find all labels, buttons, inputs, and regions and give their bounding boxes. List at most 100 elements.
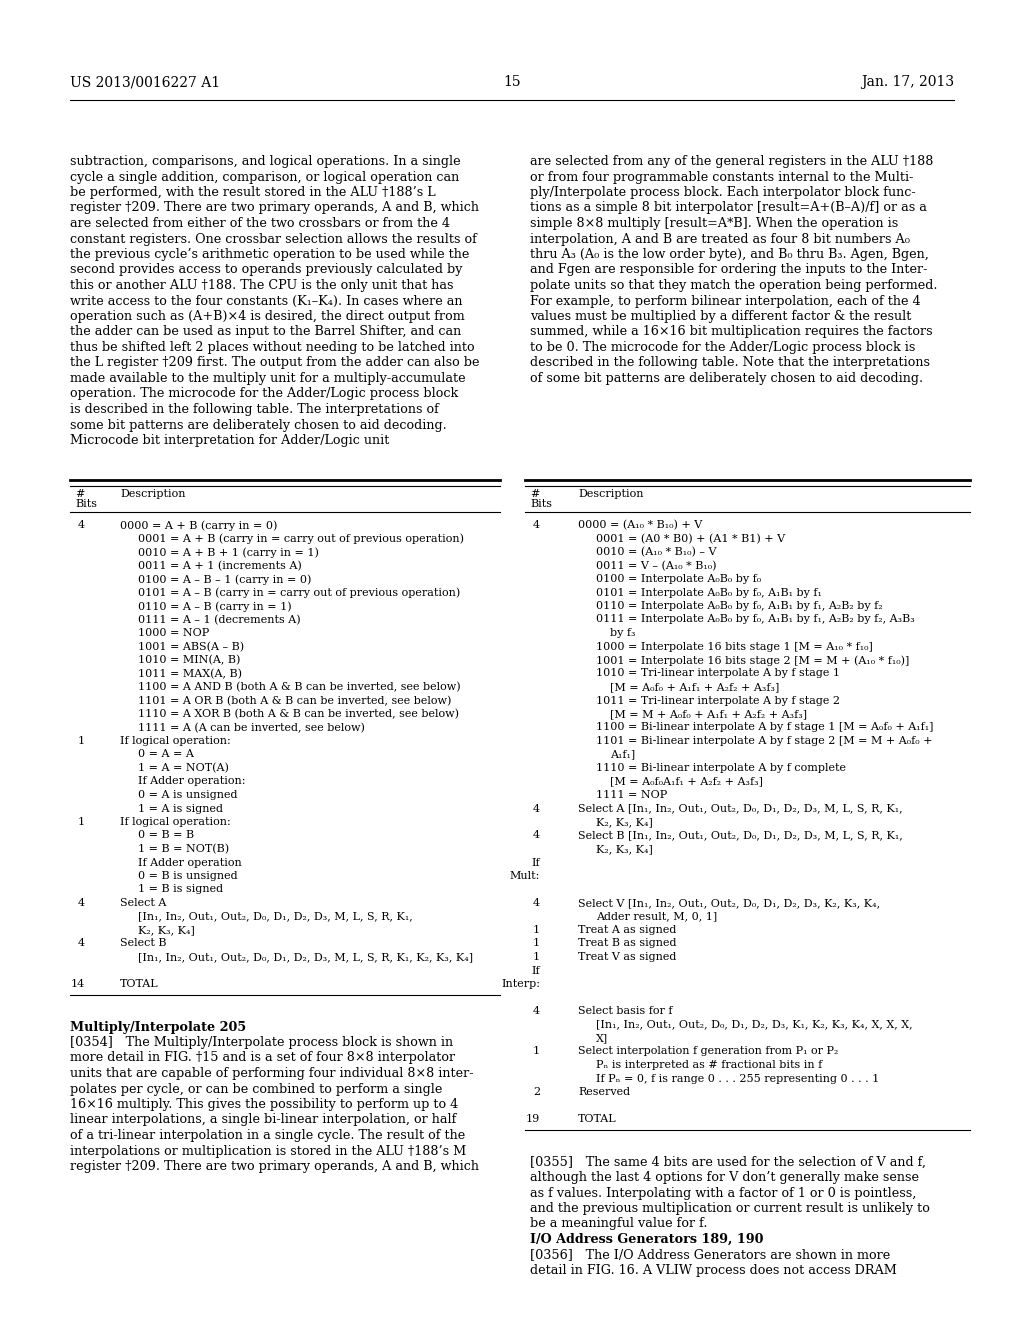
Text: 1: 1 — [532, 952, 540, 962]
Text: TOTAL: TOTAL — [578, 1114, 616, 1125]
Text: Reserved: Reserved — [578, 1086, 630, 1097]
Text: Select basis for f: Select basis for f — [578, 1006, 673, 1016]
Text: the L register †209 first. The output from the adder can also be: the L register †209 first. The output fr… — [70, 356, 479, 370]
Text: Mult:: Mult: — [510, 871, 540, 880]
Text: 4: 4 — [532, 898, 540, 908]
Text: 0010 = (A₁₀ * B₁₀) – V: 0010 = (A₁₀ * B₁₀) – V — [596, 546, 717, 557]
Text: 1110 = A XOR B (both A & B can be inverted, see below): 1110 = A XOR B (both A & B can be invert… — [138, 709, 459, 719]
Text: of a tri-linear interpolation in a single cycle. The result of the: of a tri-linear interpolation in a singl… — [70, 1129, 465, 1142]
Text: 0001 = (A0 * B0) + (A1 * B1) + V: 0001 = (A0 * B0) + (A1 * B1) + V — [596, 533, 785, 544]
Text: 4: 4 — [78, 520, 85, 531]
Text: 1 = A is signed: 1 = A is signed — [138, 804, 223, 813]
Text: If Pₙ = 0, f is range 0 . . . 255 representing 0 . . . 1: If Pₙ = 0, f is range 0 . . . 255 repres… — [596, 1073, 880, 1084]
Text: 1100 = Bi-linear interpolate A by f stage 1 [M = A₀f₀ + A₁f₁]: 1100 = Bi-linear interpolate A by f stag… — [596, 722, 934, 733]
Text: Select A [In₁, In₂, Out₁, Out₂, D₀, D₁, D₂, D₃, M, L, S, R, K₁,: Select A [In₁, In₂, Out₁, Out₂, D₀, D₁, … — [578, 804, 902, 813]
Text: 0101 = Interpolate A₀B₀ by f₀, A₁B₁ by f₁: 0101 = Interpolate A₀B₀ by f₀, A₁B₁ by f… — [596, 587, 822, 598]
Text: 1: 1 — [78, 817, 85, 828]
Text: K₂, K₃, K₄]: K₂, K₃, K₄] — [596, 817, 653, 828]
Text: more detail in FIG. †15 and is a set of four 8×8 interpolator: more detail in FIG. †15 and is a set of … — [70, 1052, 455, 1064]
Text: to be 0. The microcode for the Adder/Logic process block is: to be 0. The microcode for the Adder/Log… — [530, 341, 915, 354]
Text: Adder result, M, 0, 1]: Adder result, M, 0, 1] — [596, 912, 717, 921]
Text: values must be multiplied by a different factor & the result: values must be multiplied by a different… — [530, 310, 911, 323]
Text: interpolations or multiplication is stored in the ALU †188’s M: interpolations or multiplication is stor… — [70, 1144, 466, 1158]
Text: [0356] The I/O Address Generators are shown in more: [0356] The I/O Address Generators are sh… — [530, 1249, 890, 1262]
Text: 1110 = Bi-linear interpolate A by f complete: 1110 = Bi-linear interpolate A by f comp… — [596, 763, 846, 774]
Text: 1010 = MIN(A, B): 1010 = MIN(A, B) — [138, 655, 241, 665]
Text: US 2013/0016227 A1: US 2013/0016227 A1 — [70, 75, 220, 88]
Text: 1001 = Interpolate 16 bits stage 2 [M = M + (A₁₀ * f₁₀)]: 1001 = Interpolate 16 bits stage 2 [M = … — [596, 655, 909, 665]
Text: 1101 = A OR B (both A & B can be inverted, see below): 1101 = A OR B (both A & B can be inverte… — [138, 696, 452, 706]
Text: 0000 = (A₁₀ * B₁₀) + V: 0000 = (A₁₀ * B₁₀) + V — [578, 520, 702, 531]
Text: Select interpolation f generation from P₁ or P₂: Select interpolation f generation from P… — [578, 1047, 839, 1056]
Text: Bits: Bits — [75, 499, 97, 510]
Text: 0011 = A + 1 (increments A): 0011 = A + 1 (increments A) — [138, 561, 302, 570]
Text: the previous cycle’s arithmetic operation to be used while the: the previous cycle’s arithmetic operatio… — [70, 248, 469, 261]
Text: X]: X] — [596, 1034, 608, 1043]
Text: TOTAL: TOTAL — [120, 979, 159, 989]
Text: cycle a single addition, comparison, or logical operation can: cycle a single addition, comparison, or … — [70, 170, 459, 183]
Text: ply/Interpolate process block. Each interpolator block func-: ply/Interpolate process block. Each inte… — [530, 186, 915, 199]
Text: [In₁, In₂, Out₁, Out₂, D₀, D₁, D₂, D₃, M, L, S, R, K₁, K₂, K₃, K₄]: [In₁, In₂, Out₁, Out₂, D₀, D₁, D₂, D₃, M… — [138, 952, 473, 962]
Text: #: # — [75, 488, 84, 499]
Text: 0001 = A + B (carry in = carry out of previous operation): 0001 = A + B (carry in = carry out of pr… — [138, 533, 464, 544]
Text: thus be shifted left 2 places without needing to be latched into: thus be shifted left 2 places without ne… — [70, 341, 475, 354]
Text: 4: 4 — [78, 898, 85, 908]
Text: polate units so that they match the operation being performed.: polate units so that they match the oper… — [530, 279, 938, 292]
Text: described in the following table. Note that the interpretations: described in the following table. Note t… — [530, 356, 930, 370]
Text: detail in FIG. 16. A VLIW process does not access DRAM: detail in FIG. 16. A VLIW process does n… — [530, 1265, 897, 1276]
Text: 1000 = NOP: 1000 = NOP — [138, 628, 209, 638]
Text: of some bit patterns are deliberately chosen to aid decoding.: of some bit patterns are deliberately ch… — [530, 372, 923, 385]
Text: 1000 = Interpolate 16 bits stage 1 [M = A₁₀ * f₁₀]: 1000 = Interpolate 16 bits stage 1 [M = … — [596, 642, 872, 652]
Text: made available to the multiply unit for a multiply-accumulate: made available to the multiply unit for … — [70, 372, 466, 385]
Text: is described in the following table. The interpretations of: is described in the following table. The… — [70, 403, 439, 416]
Text: thru A₃ (A₀ is the low order byte), and B₀ thru B₃. Agen, Bgen,: thru A₃ (A₀ is the low order byte), and … — [530, 248, 929, 261]
Text: [In₁, In₂, Out₁, Out₂, D₀, D₁, D₂, D₃, K₁, K₂, K₃, K₄, X, X, X,: [In₁, In₂, Out₁, Out₂, D₀, D₁, D₂, D₃, K… — [596, 1019, 912, 1030]
Text: 0111 = A – 1 (decrements A): 0111 = A – 1 (decrements A) — [138, 615, 301, 624]
Text: If: If — [531, 965, 540, 975]
Text: and Fgen are responsible for ordering the inputs to the Inter-: and Fgen are responsible for ordering th… — [530, 264, 928, 276]
Text: I/O Address Generators 189, 190: I/O Address Generators 189, 190 — [530, 1233, 764, 1246]
Text: polates per cycle, or can be combined to perform a single: polates per cycle, or can be combined to… — [70, 1082, 442, 1096]
Text: 4: 4 — [532, 520, 540, 531]
Text: If logical operation:: If logical operation: — [120, 817, 230, 828]
Text: 1011 = MAX(A, B): 1011 = MAX(A, B) — [138, 668, 242, 678]
Text: Microcode bit interpretation for Adder/Logic unit: Microcode bit interpretation for Adder/L… — [70, 434, 389, 447]
Text: 1111 = NOP: 1111 = NOP — [596, 789, 668, 800]
Text: 4: 4 — [78, 939, 85, 949]
Text: For example, to perform bilinear interpolation, each of the 4: For example, to perform bilinear interpo… — [530, 294, 921, 308]
Text: some bit patterns are deliberately chosen to aid decoding.: some bit patterns are deliberately chose… — [70, 418, 446, 432]
Text: 1001 = ABS(A – B): 1001 = ABS(A – B) — [138, 642, 244, 652]
Text: Jan. 17, 2013: Jan. 17, 2013 — [861, 75, 954, 88]
Text: 0 = A is unsigned: 0 = A is unsigned — [138, 789, 238, 800]
Text: write access to the four constants (K₁–K₄). In cases where an: write access to the four constants (K₁–K… — [70, 294, 463, 308]
Text: Bits: Bits — [530, 499, 552, 510]
Text: A₁f₁]: A₁f₁] — [610, 750, 635, 759]
Text: Select A: Select A — [120, 898, 166, 908]
Text: units that are capable of performing four individual 8×8 inter-: units that are capable of performing fou… — [70, 1067, 473, 1080]
Text: register †209. There are two primary operands, A and B, which: register †209. There are two primary ope… — [70, 202, 479, 214]
Text: Select V [In₁, In₂, Out₁, Out₂, D₀, D₁, D₂, D₃, K₂, K₃, K₄,: Select V [In₁, In₂, Out₁, Out₂, D₀, D₁, … — [578, 898, 880, 908]
Text: be a meaningful value for f.: be a meaningful value for f. — [530, 1217, 708, 1230]
Text: 0110 = A – B (carry in = 1): 0110 = A – B (carry in = 1) — [138, 601, 292, 611]
Text: [In₁, In₂, Out₁, Out₂, D₀, D₁, D₂, D₃, M, L, S, R, K₁,: [In₁, In₂, Out₁, Out₂, D₀, D₁, D₂, D₃, M… — [138, 912, 413, 921]
Text: 1: 1 — [532, 939, 540, 949]
Text: linear interpolations, a single bi-linear interpolation, or half: linear interpolations, a single bi-linea… — [70, 1114, 457, 1126]
Text: Description: Description — [120, 488, 185, 499]
Text: operation. The microcode for the Adder/Logic process block: operation. The microcode for the Adder/L… — [70, 388, 459, 400]
Text: [M = M + A₀f₀ + A₁f₁ + A₂f₂ + A₃f₃]: [M = M + A₀f₀ + A₁f₁ + A₂f₂ + A₃f₃] — [610, 709, 807, 719]
Text: or from four programmable constants internal to the Multi-: or from four programmable constants inte… — [530, 170, 913, 183]
Text: [0354] The Multiply/Interpolate process block is shown in: [0354] The Multiply/Interpolate process … — [70, 1036, 454, 1049]
Text: the adder can be used as input to the Barrel Shifter, and can: the adder can be used as input to the Ba… — [70, 326, 461, 338]
Text: 1111 = A (A can be inverted, see below): 1111 = A (A can be inverted, see below) — [138, 722, 365, 733]
Text: 1101 = Bi-linear interpolate A by f stage 2 [M = M + A₀f₀ +: 1101 = Bi-linear interpolate A by f stag… — [596, 737, 933, 746]
Text: 1 = B is signed: 1 = B is signed — [138, 884, 223, 895]
Text: 0 = B is unsigned: 0 = B is unsigned — [138, 871, 238, 880]
Text: 1100 = A AND B (both A & B can be inverted, see below): 1100 = A AND B (both A & B can be invert… — [138, 682, 461, 693]
Text: 4: 4 — [532, 830, 540, 841]
Text: If logical operation:: If logical operation: — [120, 737, 230, 746]
Text: 2: 2 — [532, 1086, 540, 1097]
Text: 0100 = A – B – 1 (carry in = 0): 0100 = A – B – 1 (carry in = 0) — [138, 574, 311, 585]
Text: [0355] The same 4 bits are used for the selection of V and f,: [0355] The same 4 bits are used for the … — [530, 1155, 926, 1168]
Text: 1: 1 — [532, 1047, 540, 1056]
Text: this or another ALU †188. The CPU is the only unit that has: this or another ALU †188. The CPU is the… — [70, 279, 454, 292]
